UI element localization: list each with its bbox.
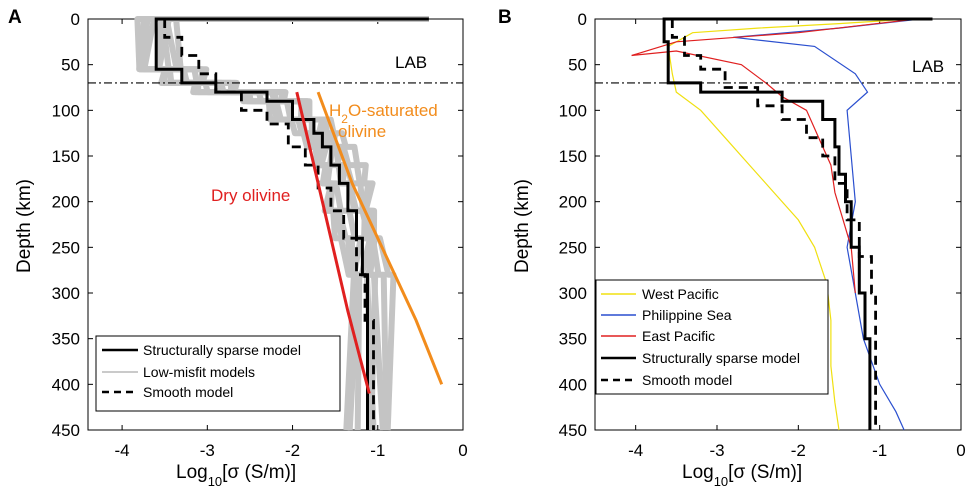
series-line-structurally-sparse-model <box>154 17 429 430</box>
h2o-olivine-label-suffix: O-saturated <box>348 101 438 120</box>
y-tick-label: 200 <box>559 193 587 212</box>
y-tick-label: 50 <box>61 56 80 75</box>
series-line-structurally-sparse-model <box>662 17 933 430</box>
panel-b-ticks: -4 -3 -2 -1 0 0 50 100 150 200 250 300 350 400 450 <box>559 10 966 460</box>
legend-b-sparse: Structurally sparse model <box>642 350 800 366</box>
panel-b-xlabel-log: Log <box>682 462 714 483</box>
series-line-philippine-sea <box>733 18 921 431</box>
panel-a-letter: A <box>8 7 22 28</box>
h2o-olivine-label-prefix: H <box>329 101 341 120</box>
y-tick-label: 300 <box>559 284 587 303</box>
panel-a-ticks: -4 -3 -2 -1 0 0 50 100 150 200 250 300 350 400 450 <box>52 10 468 460</box>
x-tick-label: -3 <box>709 441 724 460</box>
legend-b: West Pacific Philippine Sea East Pacific… <box>595 279 829 395</box>
panel-b: B -4 -3 -2 -1 0 0 50 100 150 200 250 300 350 400 450 L… <box>498 7 966 488</box>
h2o-olivine-label-line2: olivine <box>338 122 386 141</box>
h2o-olivine-label: H2O-saturated <box>329 101 438 126</box>
legend-b-philippine-sea: Philippine Sea <box>642 307 732 323</box>
x-tick-label: -2 <box>791 441 806 460</box>
panel-b-xlabel: Log10[σ (S/m)] <box>682 462 802 488</box>
y-tick-label: 0 <box>578 10 587 29</box>
y-tick-label: 400 <box>559 375 587 394</box>
series-line-h2o-saturated-olivine <box>316 91 444 385</box>
panel-a-xlabel-base: 10 <box>208 474 222 488</box>
y-tick-label: 150 <box>559 147 587 166</box>
h2o-olivine-label-subscript: 2 <box>341 112 348 126</box>
legend-a: Structurally sparse model Low-misfit mod… <box>95 335 341 412</box>
lab-label-a: LAB <box>395 53 427 72</box>
y-tick-label: 350 <box>559 330 587 349</box>
panel-b-xlabel-base: 10 <box>714 474 728 488</box>
y-tick-label: 50 <box>568 56 587 75</box>
y-tick-label: 450 <box>52 421 80 440</box>
legend-b-east-pacific: East Pacific <box>642 328 715 344</box>
y-tick-label: 250 <box>52 238 80 257</box>
panel-b-xlabel-rest: [σ (S/m)] <box>728 462 802 483</box>
legend-a-smooth: Smooth model <box>143 384 233 400</box>
panel-a-xlabel-log: Log <box>176 462 208 483</box>
y-tick-label: 350 <box>52 330 80 349</box>
series-line-west-pacific <box>667 18 913 431</box>
panel-a-series <box>154 17 444 430</box>
y-tick-label: 400 <box>52 375 80 394</box>
panel-a-xlabel: Log10[σ (S/m)] <box>176 462 296 488</box>
y-tick-label: 100 <box>52 101 80 120</box>
legend-a-low-misfit: Low-misfit models <box>143 364 255 380</box>
y-tick-label: 250 <box>559 238 587 257</box>
y-tick-label: 200 <box>52 193 80 212</box>
legend-b-smooth: Smooth model <box>642 372 732 388</box>
lab-label-b: LAB <box>912 57 944 76</box>
series-line-east-pacific <box>631 18 917 294</box>
y-tick-label: 450 <box>559 421 587 440</box>
panel-a: A -4 -3 -2 -1 0 0 50 100 150 200 250 300 350 400 450 L… <box>8 7 468 488</box>
legend-b-west-pacific: West Pacific <box>642 286 719 302</box>
series-line-smooth-model <box>670 19 877 430</box>
x-tick-label: -1 <box>872 441 887 460</box>
x-tick-label: -2 <box>285 441 300 460</box>
x-tick-label: 0 <box>458 441 467 460</box>
panel-a-xlabel-rest: [σ (S/m)] <box>222 462 296 483</box>
legend-a-box <box>95 335 341 412</box>
series-line-smooth-model <box>163 19 375 430</box>
panel-b-series <box>631 17 933 431</box>
dry-olivine-label: Dry olivine <box>211 186 290 205</box>
y-tick-label: 0 <box>71 10 80 29</box>
panel-b-ylabel: Depth (km) <box>512 179 533 273</box>
y-tick-label: 100 <box>559 101 587 120</box>
legend-a-sparse: Structurally sparse model <box>143 342 301 358</box>
x-tick-label: -3 <box>200 441 215 460</box>
panel-a-ylabel: Depth (km) <box>14 179 35 273</box>
x-tick-label: -4 <box>628 441 643 460</box>
legend-b-box <box>595 279 829 395</box>
panel-b-letter: B <box>498 7 512 28</box>
x-tick-label: -4 <box>115 441 130 460</box>
series-line-dry-olivine <box>295 91 371 394</box>
y-tick-label: 150 <box>52 147 80 166</box>
x-tick-label: 0 <box>956 441 965 460</box>
x-tick-label: -1 <box>370 441 385 460</box>
y-tick-label: 300 <box>52 284 80 303</box>
